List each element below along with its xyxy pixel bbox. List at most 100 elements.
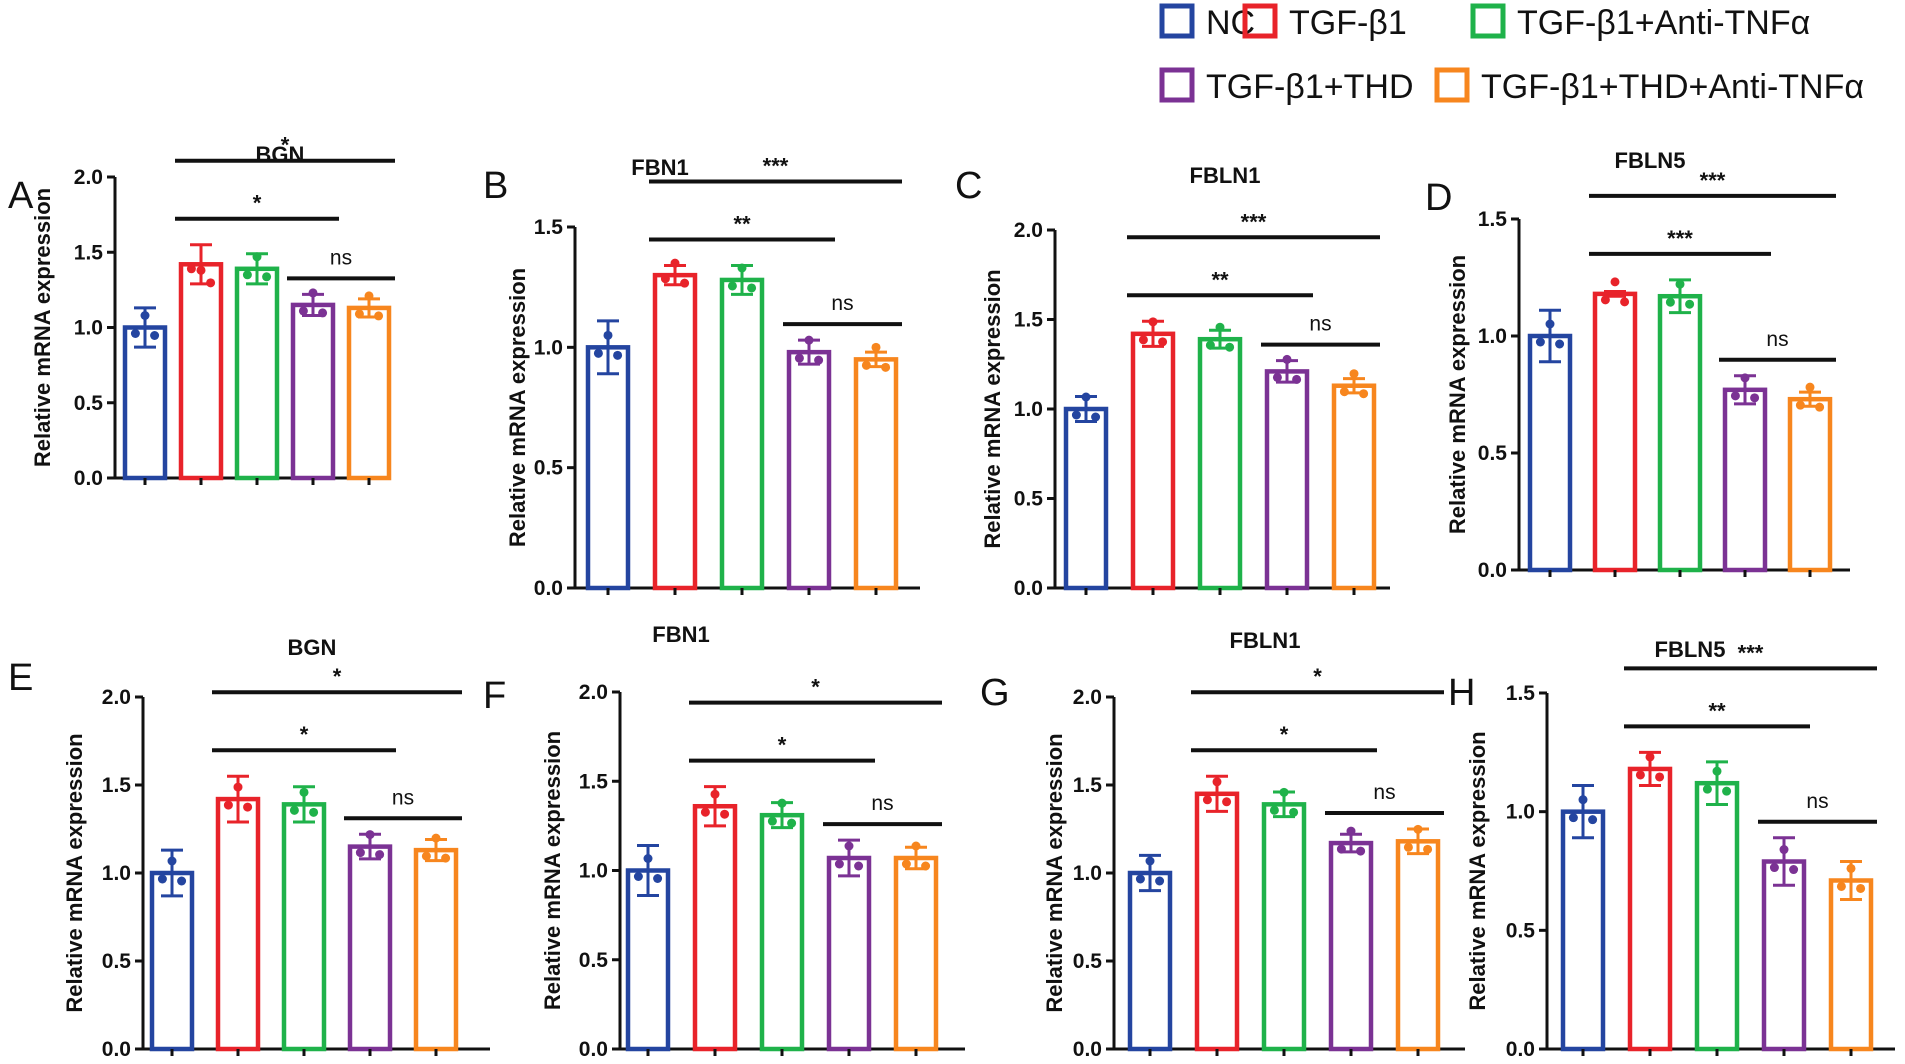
legend-label: TGF-β1+THD+Anti-TNFα [1481,68,1864,106]
data-point [177,876,187,886]
data-point [243,802,253,812]
bar-H-1 [1560,809,1606,1052]
data-point [308,288,318,298]
data-point [680,278,690,288]
y-tick-label: 1.0 [579,860,608,883]
data-point [861,360,871,370]
significance-label: ns [330,246,352,269]
data-point [1600,295,1610,305]
bar-F-4 [826,855,872,1052]
y-tick-label: 1.0 [1014,398,1043,421]
data-point [1578,795,1588,805]
data-point [911,841,921,851]
bar-G-1 [1127,870,1173,1052]
y-tick-label: 0.5 [1478,442,1508,465]
y-tick-label: 0.5 [1073,950,1103,973]
legend-swatch [1470,3,1506,39]
bar-F-5 [893,855,939,1052]
data-point [1225,342,1235,352]
data-point [777,798,787,808]
y-tick-label: 1.0 [534,336,563,359]
bar-E-4 [347,844,393,1052]
data-point [1789,865,1799,875]
data-point [1815,402,1825,412]
legend-label: TGF-β1+THD [1206,68,1414,106]
data-point [844,841,854,851]
data-point [871,342,881,352]
data-point [364,291,374,301]
data-point [737,263,747,273]
bar-C-1 [1063,406,1109,591]
data-point [196,265,206,275]
panel-letter: F [483,675,506,717]
data-point [355,848,365,858]
bar-D-5 [1787,396,1833,573]
data-point [727,281,737,291]
data-point [1349,369,1359,379]
bar-A-2 [178,262,224,481]
bar-E-5 [413,847,459,1052]
significance-label: *** [763,154,789,179]
panel-H: H FBLN5 Relative mRNA expression 0.0 0.5 1.0 1… [1448,637,1895,1061]
bar-C-5 [1331,383,1377,591]
bar-F-2 [692,803,738,1052]
bar-G-3 [1261,802,1307,1052]
legend-label: TGF-β1+Anti-TNFα [1517,4,1810,42]
bar-F-3 [759,812,805,1052]
data-point [1356,846,1366,856]
legend-item-2: TGF-β1 [1242,3,1407,42]
panel-title: FBLN5 [1615,148,1686,173]
significance-label: ns [1373,781,1395,804]
y-tick-label: 1.5 [1478,208,1508,231]
data-point [1413,824,1423,834]
data-point [298,306,308,316]
data-point [299,787,309,797]
data-point [1665,297,1675,307]
data-point [1675,279,1685,289]
bar-B-5 [853,357,899,591]
y-tick-label: 0.0 [1073,1038,1102,1061]
data-point [1292,374,1302,384]
bar-C-4 [1264,369,1310,591]
data-point [901,859,911,869]
data-point [1620,297,1630,307]
panel-D: D FBLN5 Relative mRNA expression 0.0 0.5 1.0 1… [1425,148,1850,582]
data-point [1846,863,1856,873]
bar-D-4 [1722,387,1768,573]
data-point [1702,784,1712,794]
data-point [441,853,451,863]
panels: A BGN Relative mRNA expression 0.0 0.5 1.0 1.5… [8,133,1895,1061]
data-point [1645,752,1655,762]
panel-title: FBN1 [631,155,688,180]
data-point [186,264,196,274]
data-point [421,851,431,861]
data-point [1336,844,1346,854]
bar-B-4 [786,349,832,591]
data-point [1269,805,1279,815]
data-point [1148,317,1158,327]
legend-label: TGF-β1 [1289,4,1407,42]
data-point [670,258,680,268]
data-point [854,861,864,871]
data-point [1805,382,1815,392]
data-point [309,807,319,817]
data-point [375,850,385,860]
data-point [710,789,720,799]
data-point [354,309,364,319]
data-point [223,800,233,810]
data-point [787,818,797,828]
y-tick-label: 1.0 [74,317,103,340]
significance-label: *** [1241,209,1267,234]
panel-title: FBN1 [652,622,709,647]
data-point [1138,335,1148,345]
bar-B-2 [652,272,698,591]
significance-label: * [281,133,290,158]
data-point [767,816,777,826]
y-tick-label: 2.0 [102,686,131,709]
panel-A: A BGN Relative mRNA expression 0.0 0.5 1.0 1.5… [8,133,395,490]
data-point [1740,373,1750,383]
legend-swatch [1159,3,1195,39]
data-point [643,854,653,863]
data-point [1588,815,1598,825]
